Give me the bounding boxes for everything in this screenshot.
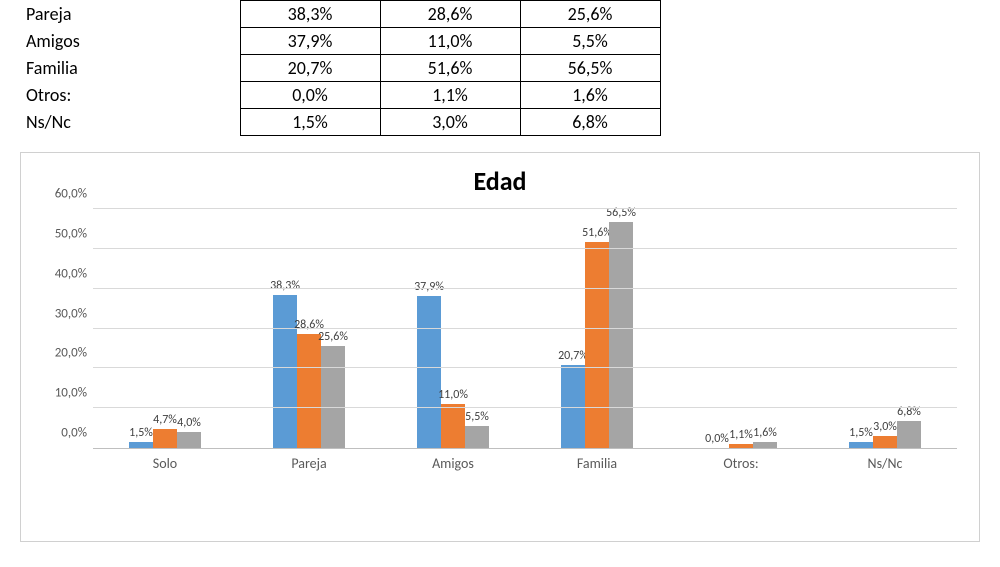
bar-group: 37,9%11,0%5,5% <box>381 209 525 448</box>
data-label: 4,0% <box>177 416 201 430</box>
cell: 20,7% <box>240 55 380 82</box>
data-label: 3,0% <box>873 420 897 434</box>
bar: 5,5% <box>465 426 489 448</box>
bar: 1,5% <box>849 442 873 448</box>
y-tick-label: 0,0% <box>61 426 93 441</box>
bar: 51,6% <box>585 242 609 448</box>
cell: 37,9% <box>240 28 380 55</box>
cell: 25,6% <box>520 1 660 28</box>
data-label: 0,0% <box>705 432 729 446</box>
cell: 56,5% <box>520 55 660 82</box>
bar: 1,6% <box>753 442 777 448</box>
row-label: Otros: <box>20 82 240 109</box>
table-row: Familia 20,7% 51,6% 56,5% <box>20 55 660 82</box>
bar-group: 20,7%51,6%56,5% <box>525 209 669 448</box>
category-label: Familia <box>525 449 669 479</box>
data-label: 25,6% <box>318 330 348 344</box>
bars: 0,0%1,1%1,6% <box>705 442 777 448</box>
bar: 37,9% <box>417 296 441 448</box>
table-row: Amigos 37,9% 11,0% 5,5% <box>20 28 660 55</box>
bar: 56,5% <box>609 222 633 448</box>
bar: 6,8% <box>897 421 921 448</box>
category-label: Solo <box>93 449 237 479</box>
gridline <box>93 208 957 209</box>
bar-group: 0,0%1,1%1,6% <box>669 209 813 448</box>
chart-body: 1,5%4,7%4,0%38,3%28,6%25,6%37,9%11,0%5,5… <box>93 209 957 479</box>
bar: 1,5% <box>129 442 153 448</box>
cell: 0,0% <box>240 82 380 109</box>
data-table: Pareja 38,3% 28,6% 25,6% Amigos 37,9% 11… <box>0 0 1000 146</box>
bar-group: 1,5%4,7%4,0% <box>93 209 237 448</box>
bars: 1,5%4,7%4,0% <box>129 429 201 448</box>
table-row: Otros: 0,0% 1,1% 1,6% <box>20 82 660 109</box>
data-label: 11,0% <box>438 388 468 402</box>
bar-group: 1,5%3,0%6,8% <box>813 209 957 448</box>
data-label: 20,7% <box>558 349 588 363</box>
data-label: 4,7% <box>153 413 177 427</box>
y-tick-label: 40,0% <box>55 266 93 281</box>
y-tick-label: 30,0% <box>55 306 93 321</box>
y-tick-label: 20,0% <box>55 346 93 361</box>
cell: 5,5% <box>520 28 660 55</box>
table: Pareja 38,3% 28,6% 25,6% Amigos 37,9% 11… <box>20 0 661 136</box>
data-label: 1,6% <box>753 426 777 440</box>
cell: 6,8% <box>520 109 660 136</box>
category-label: Otros: <box>669 449 813 479</box>
x-axis: SoloParejaAmigosFamiliaOtros:Ns/Nc <box>93 449 957 479</box>
bar-chart: Edad 1,5%4,7%4,0%38,3%28,6%25,6%37,9%11,… <box>20 152 980 542</box>
cell: 1,1% <box>380 82 520 109</box>
cell: 51,6% <box>380 55 520 82</box>
cell: 3,0% <box>380 109 520 136</box>
data-label: 5,5% <box>465 410 489 424</box>
bar: 1,1% <box>729 444 753 448</box>
category-label: Ns/Nc <box>813 449 957 479</box>
bar: 28,6% <box>297 334 321 448</box>
data-label: 1,5% <box>849 426 873 440</box>
row-label: Amigos <box>20 28 240 55</box>
bar: 25,6% <box>321 346 345 448</box>
bars: 1,5%3,0%6,8% <box>849 421 921 448</box>
gridline <box>93 248 957 249</box>
data-label: 38,3% <box>270 279 300 293</box>
y-tick-label: 10,0% <box>55 386 93 401</box>
bar: 11,0% <box>441 404 465 448</box>
data-label: 51,6% <box>582 226 612 240</box>
cell: 38,3% <box>240 1 380 28</box>
row-label: Pareja <box>20 1 240 28</box>
cell: 28,6% <box>380 1 520 28</box>
cell: 11,0% <box>380 28 520 55</box>
gridline <box>93 328 957 329</box>
table-row: Pareja 38,3% 28,6% 25,6% <box>20 1 660 28</box>
data-label: 1,1% <box>729 428 753 442</box>
bars: 37,9%11,0%5,5% <box>417 296 489 448</box>
cell: 1,5% <box>240 109 380 136</box>
y-tick-label: 50,0% <box>55 226 93 241</box>
cell: 1,6% <box>520 82 660 109</box>
gridline <box>93 288 957 289</box>
gridline <box>93 367 957 368</box>
category-label: Pareja <box>237 449 381 479</box>
bar-groups: 1,5%4,7%4,0%38,3%28,6%25,6%37,9%11,0%5,5… <box>93 209 957 448</box>
gridline <box>93 407 957 408</box>
plot-area: 1,5%4,7%4,0%38,3%28,6%25,6%37,9%11,0%5,5… <box>93 209 957 449</box>
row-label: Ns/Nc <box>20 109 240 136</box>
row-label: Familia <box>20 55 240 82</box>
chart-title: Edad <box>33 165 967 197</box>
category-label: Amigos <box>381 449 525 479</box>
bar: 3,0% <box>873 436 897 448</box>
bars: 20,7%51,6%56,5% <box>561 222 633 448</box>
bar: 4,7% <box>153 429 177 448</box>
data-label: 1,5% <box>129 426 153 440</box>
y-tick-label: 60,0% <box>55 187 93 202</box>
bars: 38,3%28,6%25,6% <box>273 295 345 448</box>
bar-group: 38,3% 28,6%25,6% <box>237 209 381 448</box>
bar: 4,0% <box>177 432 201 448</box>
table-row: Ns/Nc 1,5% 3,0% 6,8% <box>20 109 660 136</box>
